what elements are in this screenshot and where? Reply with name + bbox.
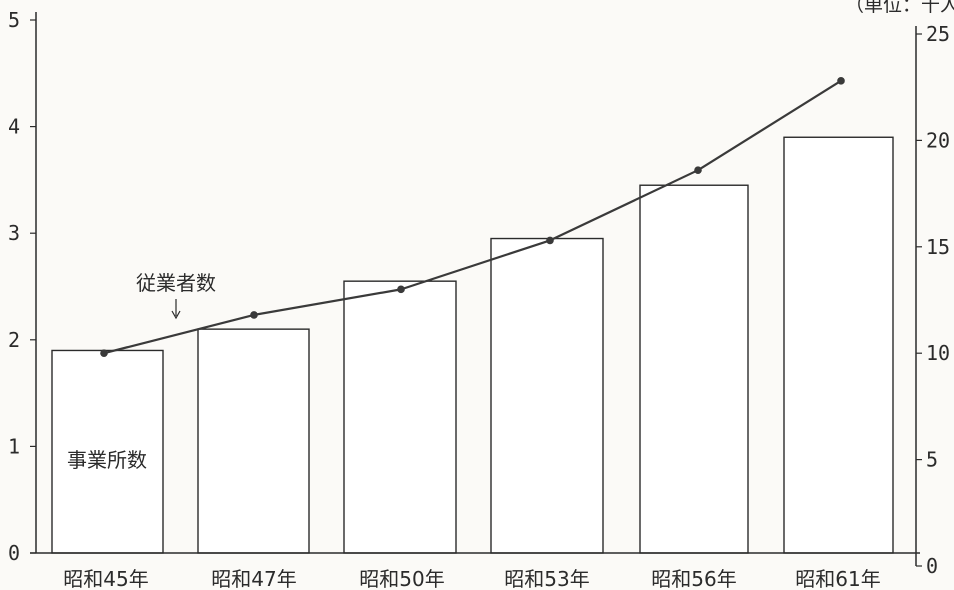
unit-label: （単位：千人） — [845, 0, 954, 16]
category-label: 昭和56年 — [651, 567, 736, 590]
left-tick-label: 2 — [8, 328, 20, 352]
axes-layer — [30, 12, 920, 566]
left-tick-label: 4 — [8, 115, 20, 139]
left-tick-label: 0 — [8, 541, 20, 565]
left-tick-label: 3 — [8, 221, 20, 245]
line-point — [100, 349, 108, 358]
line-point — [694, 166, 702, 174]
line-series-label: 従業者数 — [136, 271, 216, 295]
right-tick-label: 5 — [926, 448, 938, 472]
x-labels: 昭和45年 昭和47年 昭和50年 昭和53年 昭和56年 昭和61年 — [63, 567, 880, 590]
line-point — [250, 311, 258, 319]
category-label: 昭和47年 — [211, 567, 296, 590]
left-tick-label: 1 — [8, 434, 20, 458]
bar-3 — [343, 280, 457, 554]
category-label: 昭和53年 — [504, 567, 589, 590]
bar-series-label: 事業所数 — [67, 448, 147, 472]
right-tick-label: 20 — [926, 128, 950, 152]
line-point — [546, 236, 554, 245]
line-point — [837, 77, 845, 85]
right-tick-label: 10 — [926, 341, 950, 365]
bar-4 — [490, 237, 604, 554]
bars-layer — [51, 136, 894, 554]
right-ticks: 0 5 10 15 20 25 — [916, 22, 950, 578]
left-tick-label: 5 — [8, 8, 20, 32]
line-series-path — [103, 79, 842, 355]
bar-5 — [639, 184, 749, 554]
line-point — [397, 285, 405, 294]
category-label: 昭和45年 — [63, 567, 148, 590]
bar-1 — [51, 349, 164, 554]
right-tick-label: 15 — [926, 235, 950, 259]
right-tick-label: 0 — [926, 554, 938, 578]
category-label: 昭和61年 — [795, 567, 880, 590]
line-layer — [100, 77, 845, 358]
right-tick-label: 25 — [926, 22, 950, 46]
left-ticks: 0 1 2 3 4 5 — [8, 8, 36, 565]
category-label: 昭和50年 — [359, 567, 444, 590]
bar-6 — [783, 136, 894, 554]
annotation-arrow-head — [171, 310, 181, 320]
bar-2 — [197, 328, 310, 554]
